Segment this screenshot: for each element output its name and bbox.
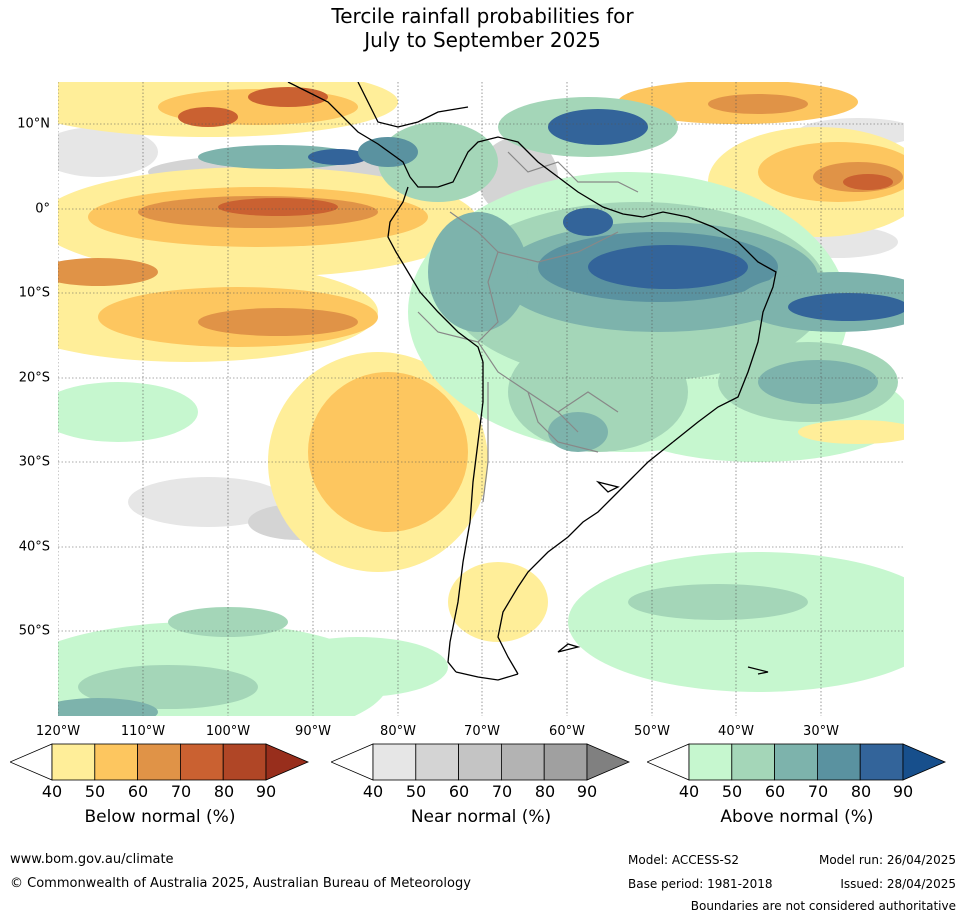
rainfall-probability-map <box>58 82 904 716</box>
near-tick: 40 <box>362 782 384 801</box>
lon-label-60w: 60°W <box>549 724 585 739</box>
lat-label-10n: 10°N <box>17 116 50 132</box>
above-tick: 40 <box>678 782 700 801</box>
near-colorbar-cell <box>372 743 417 781</box>
lat-label-50s: 50°S <box>18 623 50 639</box>
below-tick: 90 <box>255 782 277 801</box>
lat-label-20s: 20°S <box>18 370 50 386</box>
lon-label-80w: 80°W <box>380 724 416 739</box>
lon-label-70w: 70°W <box>464 724 500 739</box>
near-colorbar-cell <box>543 743 588 781</box>
below-colorbar-cell <box>222 743 267 781</box>
near-tick: 80 <box>534 782 556 801</box>
above-normal-legend-title: Above normal (%) <box>720 807 874 827</box>
website-link[interactable]: www.bom.gov.au/climate <box>10 852 174 867</box>
above-normal-tropics <box>198 97 904 452</box>
below-colorbar-cell <box>179 743 224 781</box>
country-borders <box>417 151 639 503</box>
near-colorbar-high-arrow <box>586 743 631 781</box>
lon-label-120w: 120°W <box>35 724 81 739</box>
coastline <box>287 82 777 681</box>
above-colorbar-cell <box>816 743 861 781</box>
above-colorbar-high-arrow <box>902 743 947 781</box>
lon-label-50w: 50°W <box>634 724 670 739</box>
near-tick: 50 <box>405 782 427 801</box>
near-tick: 70 <box>491 782 513 801</box>
model-run-date: Model run: 26/04/2025 <box>818 853 956 867</box>
lat-label-0: 0° <box>35 201 50 217</box>
lat-label-10s: 10°S <box>18 285 50 301</box>
model-name: Model: ACCESS-S2 <box>628 853 740 867</box>
above-normal-colorbar <box>647 743 947 781</box>
near-tick: 90 <box>576 782 598 801</box>
copyright-text: © Commonwealth of Australia 2025, Austra… <box>10 876 471 891</box>
above-colorbar-cell <box>688 743 733 781</box>
near-colorbar-cell <box>500 743 545 781</box>
below-normal-legend-title: Below normal (%) <box>84 807 236 827</box>
near-colorbar-cell <box>415 743 460 781</box>
lat-label-30s: 30°S <box>18 454 50 470</box>
below-colorbar-high-arrow <box>265 743 310 781</box>
above-tick: 80 <box>850 782 872 801</box>
lon-label-40w: 40°W <box>718 724 754 739</box>
below-tick: 80 <box>213 782 235 801</box>
map-title: Tercile rainfall probabilities for July … <box>0 4 965 52</box>
above-tick: 60 <box>764 782 786 801</box>
above-colorbar-cell <box>859 743 904 781</box>
below-tick: 70 <box>170 782 192 801</box>
lon-label-30w: 30°W <box>803 724 839 739</box>
near-tick: 60 <box>448 782 470 801</box>
below-tick: 50 <box>84 782 106 801</box>
near-colorbar-cell <box>458 743 502 781</box>
above-tick: 90 <box>892 782 914 801</box>
near-normal-colorbar <box>331 743 631 781</box>
graticule <box>58 82 904 716</box>
above-colorbar-low-arrow <box>647 743 690 781</box>
below-colorbar-cell <box>51 743 96 781</box>
above-colorbar-cell <box>731 743 776 781</box>
above-tick: 50 <box>721 782 743 801</box>
below-normal-colorbar <box>10 743 310 781</box>
above-colorbar-cell <box>774 743 818 781</box>
title-line-1: Tercile rainfall probabilities for <box>331 4 634 28</box>
lon-label-90w: 90°W <box>295 724 331 739</box>
below-tick: 60 <box>127 782 149 801</box>
title-line-2: July to September 2025 <box>364 28 601 52</box>
lon-label-100w: 100°W <box>205 724 251 739</box>
boundaries-disclaimer: Boundaries are not considered authoritat… <box>690 899 956 913</box>
below-colorbar-cell <box>94 743 139 781</box>
issued-date: Issued: 28/04/2025 <box>840 877 956 891</box>
below-tick: 40 <box>41 782 63 801</box>
lat-label-40s: 40°S <box>18 539 50 555</box>
near-colorbar-low-arrow <box>331 743 374 781</box>
base-period: Base period: 1981-2018 <box>628 877 773 891</box>
below-colorbar-low-arrow <box>10 743 53 781</box>
lon-label-110w: 110°W <box>120 724 166 739</box>
below-colorbar-cell <box>137 743 181 781</box>
near-normal-legend-title: Near normal (%) <box>410 807 552 827</box>
above-tick: 70 <box>807 782 829 801</box>
below-normal-areas <box>58 82 904 642</box>
